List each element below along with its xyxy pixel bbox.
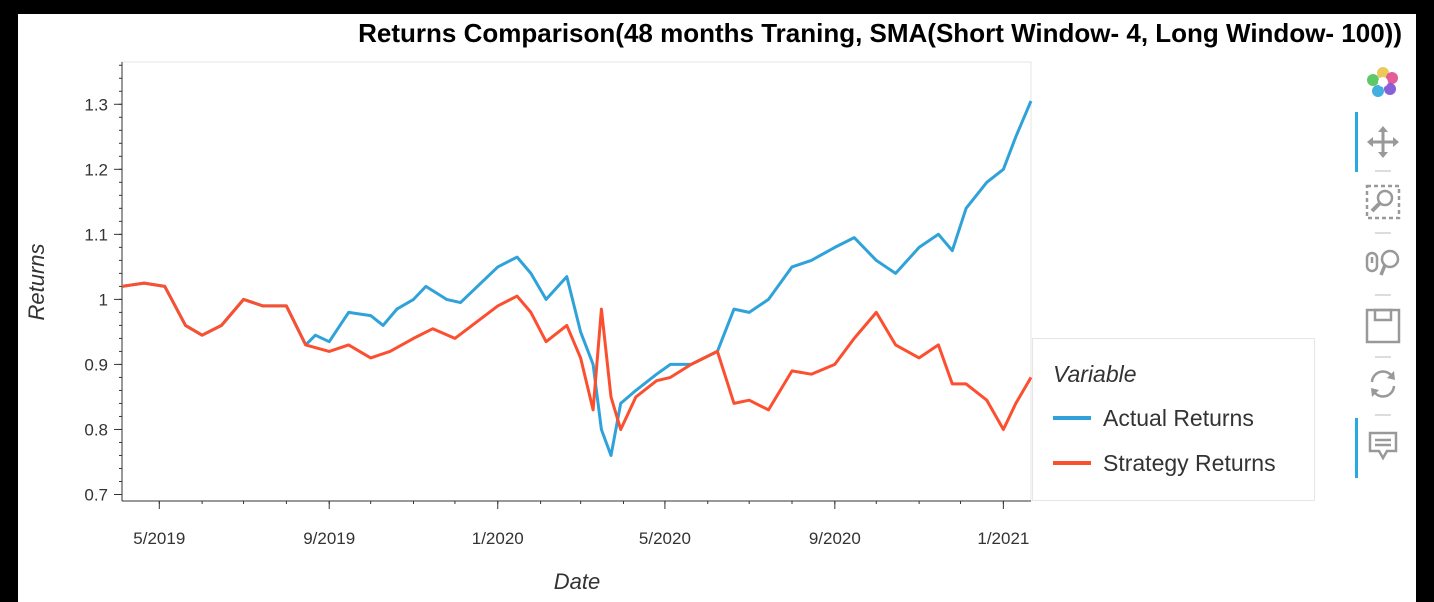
reset-icon[interactable]: [1363, 364, 1403, 404]
legend-swatch-actual: [1053, 416, 1091, 420]
save-icon[interactable]: [1363, 306, 1403, 346]
legend[interactable]: Variable Actual Returns Strategy Returns: [1032, 338, 1315, 501]
pan-icon[interactable]: [1363, 122, 1403, 162]
toolbar-separator: [1375, 414, 1391, 416]
y-tick-label: 1.1: [84, 225, 108, 244]
legend-swatch-strategy: [1053, 461, 1091, 465]
legend-label-actual: Actual Returns: [1103, 404, 1254, 431]
frame-left: [0, 0, 18, 602]
wheel-zoom-icon[interactable]: [1363, 244, 1403, 284]
x-tick-label: 1/2021: [977, 529, 1029, 548]
x-axis-label: Date: [554, 569, 600, 594]
y-tick-label: 0.8: [84, 420, 108, 439]
pan-active-indicator: [1355, 112, 1358, 172]
toolbar-separator: [1375, 294, 1391, 296]
frame-top: [0, 0, 1434, 14]
series-line-strategy-returns[interactable]: [121, 281, 1033, 431]
y-tick-label: 1: [99, 290, 108, 309]
toolbar-separator: [1375, 170, 1391, 172]
x-tick-label: 9/2020: [809, 529, 861, 548]
y-tick-label: 0.9: [84, 355, 108, 374]
bokeh-logo-icon[interactable]: [1363, 62, 1403, 102]
legend-item-strategy-returns[interactable]: Strategy Returns: [1053, 448, 1276, 478]
hover-icon[interactable]: [1363, 426, 1403, 466]
toolbar-separator: [1375, 356, 1391, 358]
series-line-actual-returns[interactable]: [121, 100, 1033, 457]
chart-title: Returns Comparison(48 months Traning, SM…: [358, 18, 1402, 48]
legend-item-actual-returns[interactable]: Actual Returns: [1053, 403, 1254, 433]
toolbar-separator: [1375, 232, 1391, 234]
box-zoom-icon[interactable]: [1363, 182, 1403, 222]
plot-area-border: [121, 61, 1032, 502]
y-tick-label: 1.3: [84, 95, 108, 114]
legend-title: Variable: [1053, 361, 1137, 387]
frame-right: [1416, 0, 1434, 602]
x-axis: 5/2019 9/2019 1/2020 5/2020 9/2020 1/2021: [122, 500, 1031, 548]
y-axis-label: Returns: [24, 243, 49, 320]
hover-active-indicator: [1355, 418, 1358, 478]
x-tick-label: 9/2019: [303, 529, 355, 548]
x-tick-label: 1/2020: [472, 529, 524, 548]
series-lines: [121, 100, 1033, 457]
y-axis: 0.7 0.8 0.9 1 1.1 1.2 1.3: [84, 62, 123, 504]
y-tick-label: 1.2: [84, 160, 108, 179]
x-tick-label: 5/2020: [639, 529, 691, 548]
chart-toolbar: [1355, 60, 1405, 490]
legend-label-strategy: Strategy Returns: [1103, 449, 1276, 476]
y-tick-label: 0.7: [84, 485, 108, 504]
x-tick-label: 5/2019: [133, 529, 185, 548]
